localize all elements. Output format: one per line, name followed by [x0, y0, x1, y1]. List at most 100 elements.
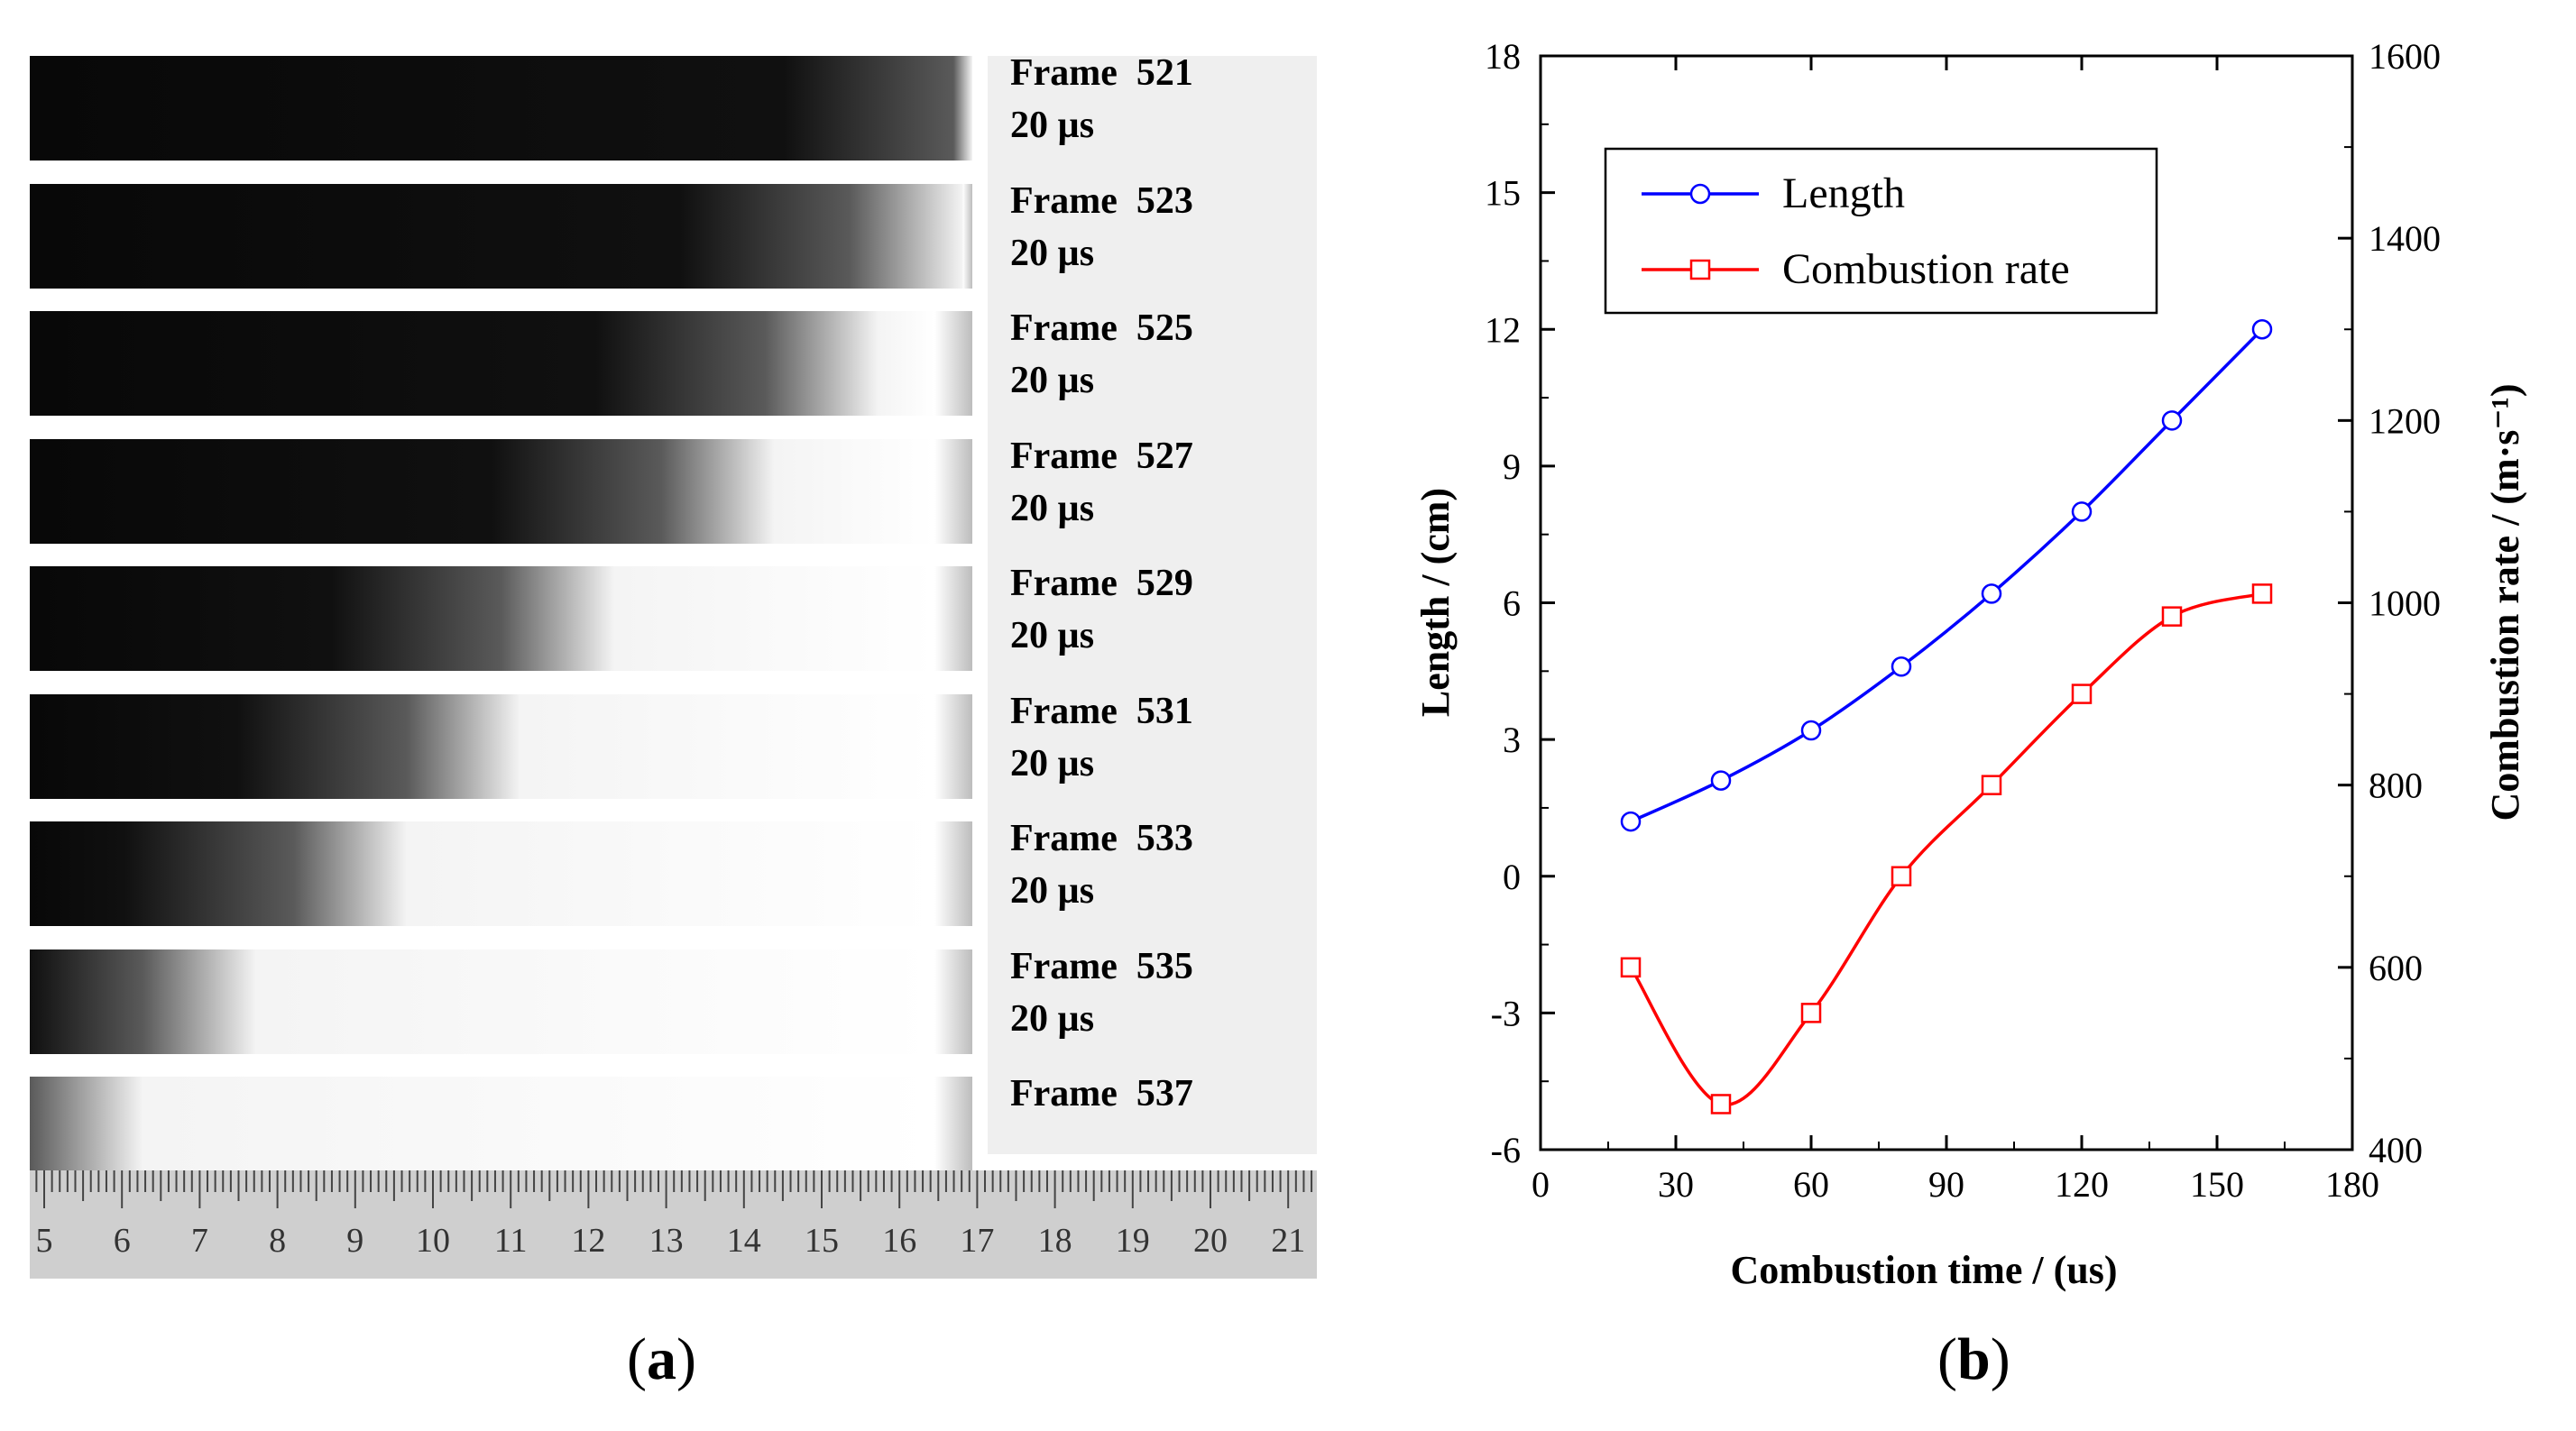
frame-number: Frame 527	[1010, 435, 1193, 477]
frame-interval: 20 µs	[1010, 232, 1095, 274]
frame-interval: 20 µs	[1010, 360, 1095, 401]
frame-label: Frame 525 20 µs	[1010, 302, 1193, 407]
y-tick-label: 3	[1503, 720, 1521, 760]
y-tick-label: -6	[1491, 1130, 1521, 1170]
data-point	[1800, 1003, 1822, 1023]
frame-label: Frame 523 20 µs	[1010, 175, 1193, 280]
frame-strip	[30, 821, 972, 926]
ruler-label: 19	[1116, 1222, 1150, 1260]
data-point	[1891, 866, 1912, 886]
frame-number: Frame 525	[1010, 307, 1193, 349]
legend-label: Length	[1782, 170, 1905, 217]
y2-tick-label: 1600	[2369, 36, 2441, 77]
y-tick-label: 15	[1485, 173, 1521, 214]
ruler-label: 16	[882, 1222, 916, 1260]
data-point	[1620, 957, 1642, 978]
frame-label: Frame 527 20 µs	[1010, 430, 1193, 535]
data-point	[1710, 770, 1732, 791]
frame-interval: 20 µs	[1010, 870, 1095, 912]
ruler-label: 14	[727, 1222, 761, 1260]
data-point	[1620, 811, 1642, 832]
y-tick-label: 18	[1485, 36, 1521, 77]
x-tick-label: 30	[1658, 1164, 1694, 1205]
ruler-label: 5	[36, 1222, 53, 1260]
scale-ruler: 5 6 7 8 9 10 11 12 13 14 15 16 17 18 19 20 21	[30, 1170, 1317, 1279]
x-tick-label: 120	[2055, 1164, 2109, 1205]
frame-number: Frame 537	[1010, 1073, 1193, 1115]
frame-label: Frame 531 20 µs	[1010, 685, 1193, 790]
legend-box	[1604, 147, 2158, 315]
frame-number: Frame 521	[1010, 52, 1193, 94]
data-point	[1891, 656, 1912, 677]
panel-a-label: (a)	[627, 1326, 696, 1392]
frame-number: Frame 523	[1010, 179, 1193, 222]
x-tick-label: 0	[1532, 1164, 1550, 1205]
legend-marker	[1689, 183, 1711, 205]
ruler-label: 7	[191, 1222, 208, 1260]
frame-label: Frame 533 20 µs	[1010, 812, 1193, 917]
frame-strip	[30, 311, 972, 416]
frame-labels-background	[988, 56, 1317, 1154]
y2-tick-label: 600	[2369, 948, 2423, 988]
ruler-label: 9	[346, 1222, 363, 1260]
frame-label: Frame 535 20 µs	[1010, 940, 1193, 1045]
ruler-label: 11	[494, 1222, 528, 1260]
frame-label: Frame 529 20 µs	[1010, 557, 1193, 662]
frame-interval: 20 µs	[1010, 105, 1095, 146]
frame-strip	[30, 949, 972, 1054]
frame-label: Frame 521 20 µs	[1010, 47, 1193, 151]
frame-strip	[30, 1077, 972, 1181]
ruler-label: 18	[1038, 1222, 1072, 1260]
frame-number: Frame 533	[1010, 818, 1193, 859]
frame-interval: 20 µs	[1010, 615, 1095, 656]
y-axis-label: Length / (cm)	[1413, 488, 1458, 717]
frame-strip	[30, 693, 972, 799]
frame-number: Frame 535	[1010, 945, 1193, 987]
frame-strip	[30, 438, 972, 544]
series-line-combustion-rate	[1629, 592, 2263, 1106]
data-point	[2071, 683, 2093, 704]
ruler-label: 12	[571, 1222, 605, 1260]
ruler-label: 15	[805, 1222, 839, 1260]
data-point	[2161, 410, 2183, 431]
y2-tick-label: 1000	[2369, 583, 2441, 624]
series-line-length	[1630, 328, 2264, 823]
ruler-label: 10	[416, 1222, 450, 1260]
data-point	[2071, 501, 2093, 522]
data-point	[1981, 583, 2002, 604]
frame-interval: 20 µs	[1010, 742, 1095, 784]
panel-b-label: (b)	[1937, 1326, 2010, 1392]
frame-strip	[30, 183, 972, 289]
data-point	[1981, 775, 2002, 795]
y-tick-label: 12	[1485, 309, 1521, 350]
data-point	[1800, 720, 1822, 741]
frame-interval: 20 µs	[1010, 997, 1095, 1040]
x-tick-label: 180	[2325, 1164, 2379, 1205]
x-tick-label: 150	[2190, 1164, 2244, 1205]
y-tick-label: -3	[1491, 993, 1521, 1033]
frame-number: Frame 531	[1010, 690, 1193, 732]
data-point	[2251, 319, 2273, 340]
ruler-label: 17	[960, 1222, 994, 1260]
legend: Length Combustion rate	[1604, 147, 2158, 315]
frame-interval: 20 µs	[1010, 487, 1095, 529]
legend-marker	[1689, 259, 1711, 280]
ruler-label: 21	[1271, 1222, 1305, 1260]
frame-strip	[30, 566, 972, 671]
x-tick-label: 90	[1928, 1164, 1964, 1205]
y-tick-label: 6	[1503, 583, 1521, 624]
data-point	[1710, 1094, 1732, 1115]
x-axis-label: Combustion time / (us)	[1730, 1248, 2117, 1292]
frame-number: Frame 529	[1010, 563, 1193, 604]
ruler-label: 20	[1193, 1222, 1228, 1260]
ruler-label: 6	[114, 1222, 131, 1260]
ruler-graphic: 5 6 7 8 9 10 11 12 13 14 15 16 17 18 19 20 21	[35, 1170, 1313, 1260]
frame-label: Frame 537	[1010, 1068, 1193, 1120]
y2-tick-label: 1200	[2369, 400, 2441, 441]
ruler-label: 8	[269, 1222, 286, 1260]
ruler-label: 13	[649, 1222, 684, 1260]
y-tick-label: 0	[1503, 857, 1521, 897]
y2-tick-label: 400	[2369, 1130, 2423, 1170]
